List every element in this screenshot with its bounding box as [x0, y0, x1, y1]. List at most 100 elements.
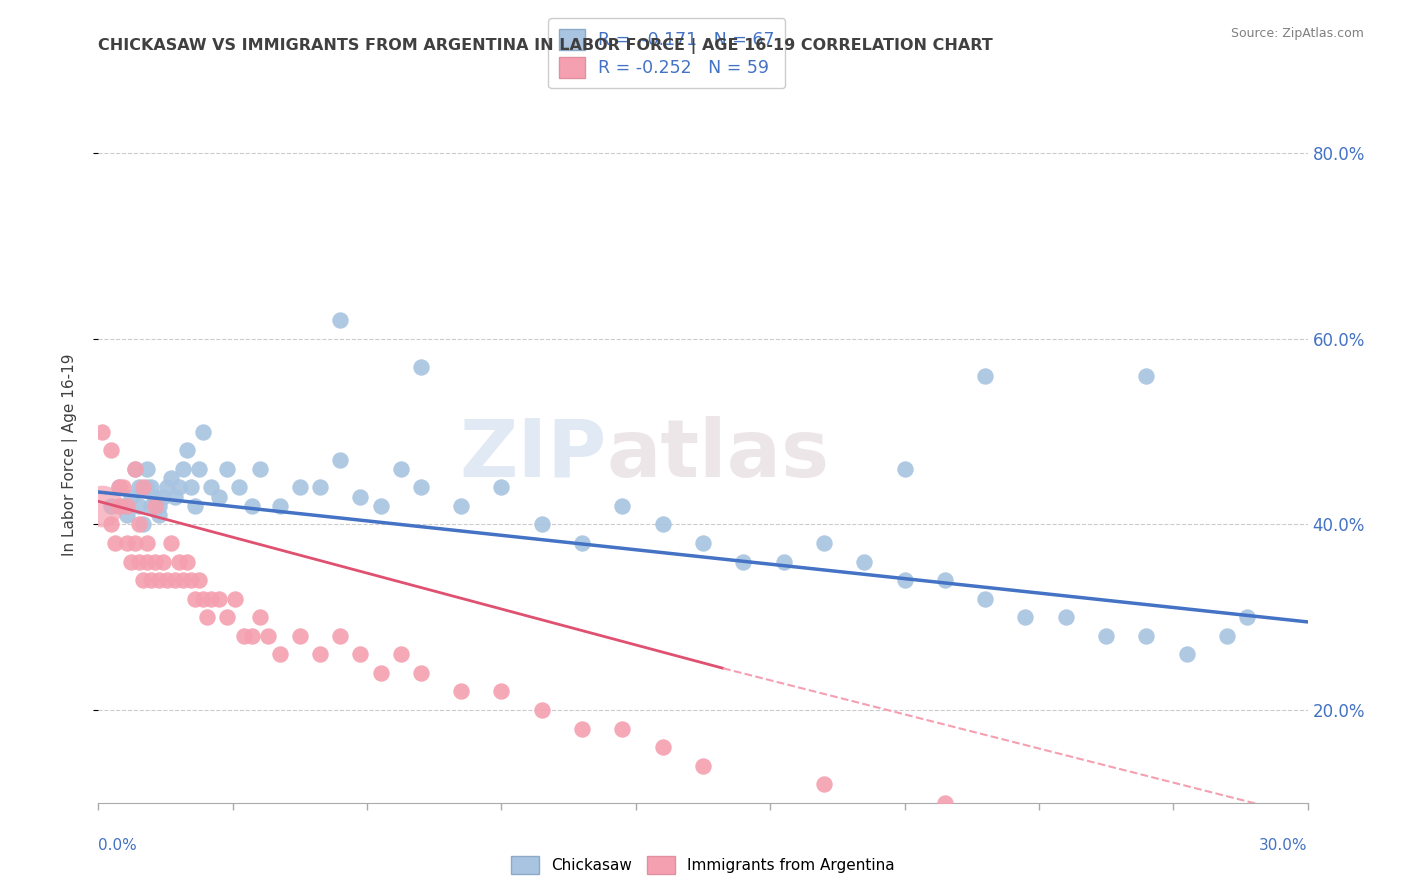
Point: [217, 462, 239, 476]
Point: [1014, 610, 1036, 624]
Point: [893, 462, 915, 476]
Point: [571, 536, 593, 550]
Point: [143, 490, 166, 504]
Point: [853, 555, 876, 569]
Point: [132, 573, 155, 587]
Point: [974, 591, 997, 606]
Point: [349, 648, 371, 662]
Point: [111, 480, 134, 494]
Text: 30.0%: 30.0%: [1260, 838, 1308, 854]
Point: [934, 796, 956, 810]
Text: atlas: atlas: [606, 416, 830, 494]
Point: [180, 480, 202, 494]
Point: [349, 490, 371, 504]
Point: [232, 629, 254, 643]
Point: [148, 499, 170, 513]
Point: [128, 517, 150, 532]
Point: [193, 425, 215, 439]
Point: [1054, 610, 1077, 624]
Point: [139, 499, 162, 513]
Point: [115, 536, 138, 550]
Point: [148, 508, 170, 523]
Point: [329, 313, 352, 327]
Point: [256, 629, 278, 643]
Point: [1216, 629, 1239, 643]
Point: [152, 490, 174, 504]
Point: [491, 684, 513, 698]
Point: [733, 555, 755, 569]
Point: [224, 591, 246, 606]
Point: [115, 508, 138, 523]
Point: [107, 480, 129, 494]
Point: [124, 462, 146, 476]
Point: [329, 629, 352, 643]
Point: [91, 425, 114, 439]
Point: [100, 443, 122, 458]
Point: [651, 740, 673, 755]
Point: [148, 573, 170, 587]
Point: [409, 480, 432, 494]
Point: [309, 480, 332, 494]
Point: [309, 648, 332, 662]
Point: [370, 665, 392, 680]
Point: [132, 517, 155, 532]
Point: [172, 573, 194, 587]
Point: [135, 462, 157, 476]
Point: [249, 610, 271, 624]
Point: [269, 499, 291, 513]
Point: [128, 555, 150, 569]
Point: [530, 703, 553, 717]
Point: [163, 573, 186, 587]
Text: Source: ZipAtlas.com: Source: ZipAtlas.com: [1230, 27, 1364, 40]
Point: [103, 536, 125, 550]
Point: [772, 555, 794, 569]
Point: [974, 369, 997, 384]
Point: [269, 648, 291, 662]
Point: [172, 462, 194, 476]
Point: [1135, 369, 1157, 384]
Point: [91, 499, 114, 513]
Point: [139, 573, 162, 587]
Point: [208, 490, 231, 504]
Point: [893, 573, 915, 587]
Point: [450, 499, 472, 513]
Point: [156, 573, 179, 587]
Point: [160, 471, 183, 485]
Point: [934, 573, 956, 587]
Point: [107, 499, 129, 513]
Legend: Chickasaw, Immigrants from Argentina: Chickasaw, Immigrants from Argentina: [505, 850, 901, 880]
Point: [124, 462, 146, 476]
Point: [135, 480, 157, 494]
Point: [143, 499, 166, 513]
Point: [200, 480, 222, 494]
Point: [651, 517, 673, 532]
Point: [100, 499, 122, 513]
Point: [180, 573, 202, 587]
Point: [409, 665, 432, 680]
Point: [115, 499, 138, 513]
Point: [111, 499, 134, 513]
Point: [240, 499, 263, 513]
Point: [135, 555, 157, 569]
Point: [176, 555, 198, 569]
Point: [193, 591, 215, 606]
Point: [1095, 629, 1118, 643]
Point: [176, 443, 198, 458]
Point: [692, 758, 714, 772]
Point: [163, 490, 186, 504]
Point: [167, 480, 190, 494]
Point: [249, 462, 271, 476]
Point: [135, 536, 157, 550]
Point: [240, 629, 263, 643]
Point: [160, 536, 183, 550]
Point: [184, 591, 207, 606]
Point: [329, 452, 352, 467]
Point: [491, 480, 513, 494]
Point: [692, 536, 714, 550]
Point: [217, 610, 239, 624]
Point: [389, 462, 412, 476]
Legend: R =  -0.171   N = 67, R = -0.252   N = 59: R = -0.171 N = 67, R = -0.252 N = 59: [548, 19, 786, 88]
Point: [124, 536, 146, 550]
Point: [208, 591, 231, 606]
Text: ZIP: ZIP: [458, 416, 606, 494]
